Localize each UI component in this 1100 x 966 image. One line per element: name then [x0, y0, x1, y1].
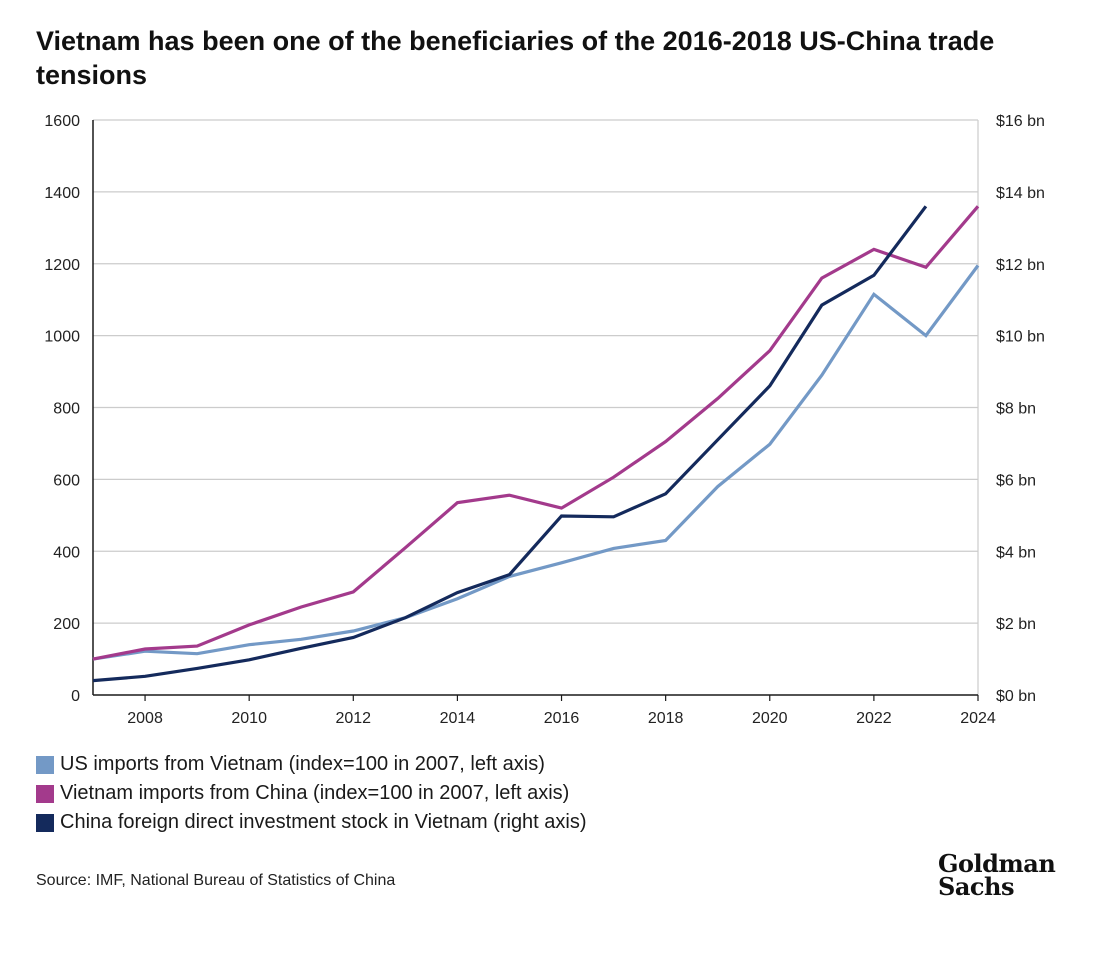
x-tick-label: 2018 [648, 710, 684, 727]
y-left-tick-label: 600 [53, 472, 80, 489]
y-right-tick-label: $6 bn [996, 472, 1036, 489]
y-right-tick-label: $2 bn [996, 616, 1036, 633]
y-left-tick-label: 1400 [44, 185, 80, 202]
y-left-tick-label: 1000 [44, 329, 80, 346]
logo-line-1: Goldman [938, 849, 1056, 878]
y-right-tick-label: $10 bn [996, 329, 1045, 346]
y-left-tick-label: 800 [53, 401, 80, 418]
y-right-tick-label: $14 bn [996, 185, 1045, 202]
chart-area: 0 $0 bn 200 $2 bn 400 $4 bn 600 $6 bn 800 $8 bn 10… [44, 113, 1045, 727]
y-left-tick-label: 1200 [44, 257, 80, 274]
y-left-tick-label: 1600 [44, 113, 80, 130]
x-tick-label: 2012 [335, 710, 371, 727]
x-tick-label: 2020 [752, 710, 788, 727]
y-left-tick-label: 400 [53, 544, 80, 561]
y-right-tick-label: $16 bn [996, 113, 1045, 130]
gridlines [93, 119, 978, 624]
legend-label: US imports from Vietnam (index=100 in 20… [60, 753, 545, 775]
series-line-3 [92, 205, 928, 683]
axes [92, 120, 979, 701]
legend-item-us-imports: US imports from Vietnam (index=100 in 20… [36, 750, 587, 779]
series-line-2 [92, 205, 980, 661]
source-note: Source: IMF, National Bureau of Statisti… [36, 872, 396, 889]
legend-label: China foreign direct investment stock in… [60, 811, 587, 833]
legend-label: Vietnam imports from China (index=100 in… [60, 782, 570, 804]
y-right-tick-label: $0 bn [996, 688, 1036, 705]
legend-swatch [36, 813, 54, 832]
x-tick-label: 2010 [231, 710, 267, 727]
y-right-tick-label: $8 bn [996, 401, 1036, 418]
x-tick-label: 2022 [856, 710, 892, 727]
series-line-1 [92, 264, 980, 661]
y-right-tick-label: $12 bn [996, 257, 1045, 274]
legend-swatch [36, 784, 54, 803]
y-left-tick-label: 200 [53, 616, 80, 633]
legend-item-china-fdi: China foreign direct investment stock in… [36, 808, 587, 837]
legend-swatch [36, 755, 54, 774]
series-lines [92, 205, 980, 683]
legend: US imports from Vietnam (index=100 in 20… [36, 750, 587, 837]
legend-item-vietnam-imports: Vietnam imports from China (index=100 in… [36, 779, 587, 808]
chart-title: Vietnam has been one of the beneficiarie… [36, 26, 995, 90]
tick-labels: 0 $0 bn 200 $2 bn 400 $4 bn 600 $6 bn 800 $8 bn 10… [44, 113, 1045, 727]
logo-line-2: Sachs [938, 872, 1014, 901]
goldman-sachs-logo: Goldman Sachs [938, 849, 1058, 901]
y-left-tick-label: 0 [71, 688, 80, 705]
x-tick-label: 2008 [127, 710, 163, 727]
x-tick-label: 2016 [544, 710, 580, 727]
y-right-tick-label: $4 bn [996, 544, 1036, 561]
x-tick-label: 2014 [440, 710, 476, 727]
x-tick-label: 2024 [960, 710, 996, 727]
